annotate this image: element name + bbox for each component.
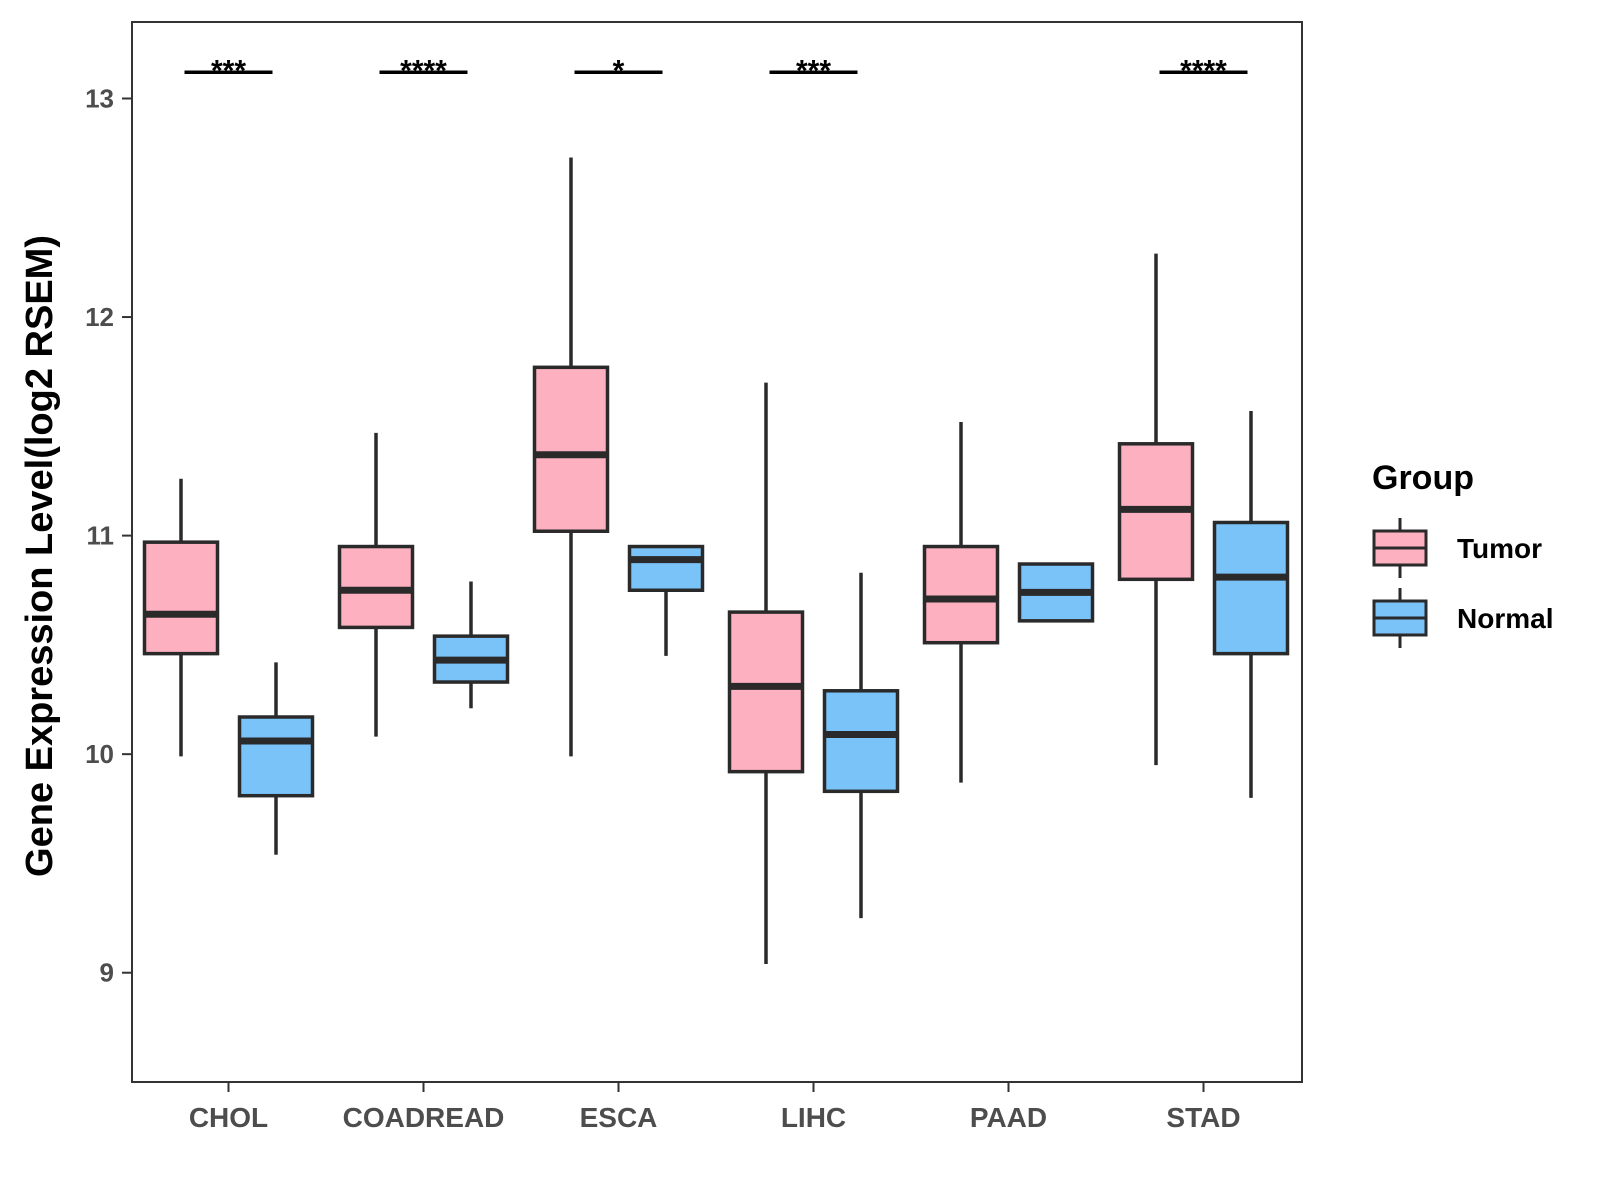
significance-label-coadread: ****	[400, 54, 447, 87]
box-normal-chol	[237, 662, 315, 855]
box-iqr	[822, 689, 900, 794]
box-iqr	[727, 610, 805, 774]
box-normal-paad	[1017, 562, 1095, 623]
box-normal-stad	[1212, 411, 1290, 798]
box-tumor-chol	[142, 478, 220, 757]
significance-label-stad: ****	[1180, 54, 1227, 87]
box-tumor-esca	[532, 157, 610, 757]
box-normal-coadread	[432, 581, 510, 709]
legend: Group Tumor Normal	[1372, 459, 1553, 648]
legend-label-normal: Normal	[1457, 603, 1553, 634]
plot-panel-border	[131, 21, 1303, 1083]
box-iqr	[1212, 520, 1290, 656]
x-tick-label-stad: STAD	[1166, 1102, 1240, 1133]
box-iqr	[922, 544, 1000, 645]
significance-label-esca: *	[613, 54, 625, 87]
y-tick-label: 9	[100, 958, 114, 988]
x-tick-label-coadread: COADREAD	[343, 1102, 505, 1133]
y-tick-label: 12	[85, 302, 114, 332]
x-tick-label-paad: PAAD	[970, 1102, 1047, 1133]
box-tumor-coadread	[337, 432, 415, 737]
box-iqr	[237, 715, 315, 798]
significance-label-lihc: ***	[796, 54, 831, 87]
y-tick-label: 13	[85, 83, 114, 113]
box-tumor-paad	[922, 421, 1000, 783]
box-normal-esca	[627, 544, 705, 656]
x-tick-label-lihc: LIHC	[781, 1102, 846, 1133]
y-axis-title: Gene Expression Level(log2 RSEM)	[19, 235, 61, 877]
x-tick-label-esca: ESCA	[580, 1102, 658, 1133]
box-normal-lihc	[822, 572, 900, 919]
legend-label-tumor: Tumor	[1457, 533, 1542, 564]
significance-label-chol: ***	[211, 54, 246, 87]
box-iqr	[627, 544, 705, 592]
box-tumor-lihc	[727, 382, 805, 964]
legend-key-tumor	[1372, 518, 1428, 578]
box-iqr	[142, 540, 220, 656]
box-iqr	[532, 365, 610, 533]
legend-title: Group	[1372, 459, 1474, 497]
box-tumor-stad	[1117, 253, 1195, 766]
y-tick-label: 11	[87, 521, 115, 551]
y-tick-label: 10	[85, 739, 114, 769]
x-tick-label-chol: CHOL	[189, 1102, 268, 1133]
legend-key-normal	[1372, 588, 1428, 648]
